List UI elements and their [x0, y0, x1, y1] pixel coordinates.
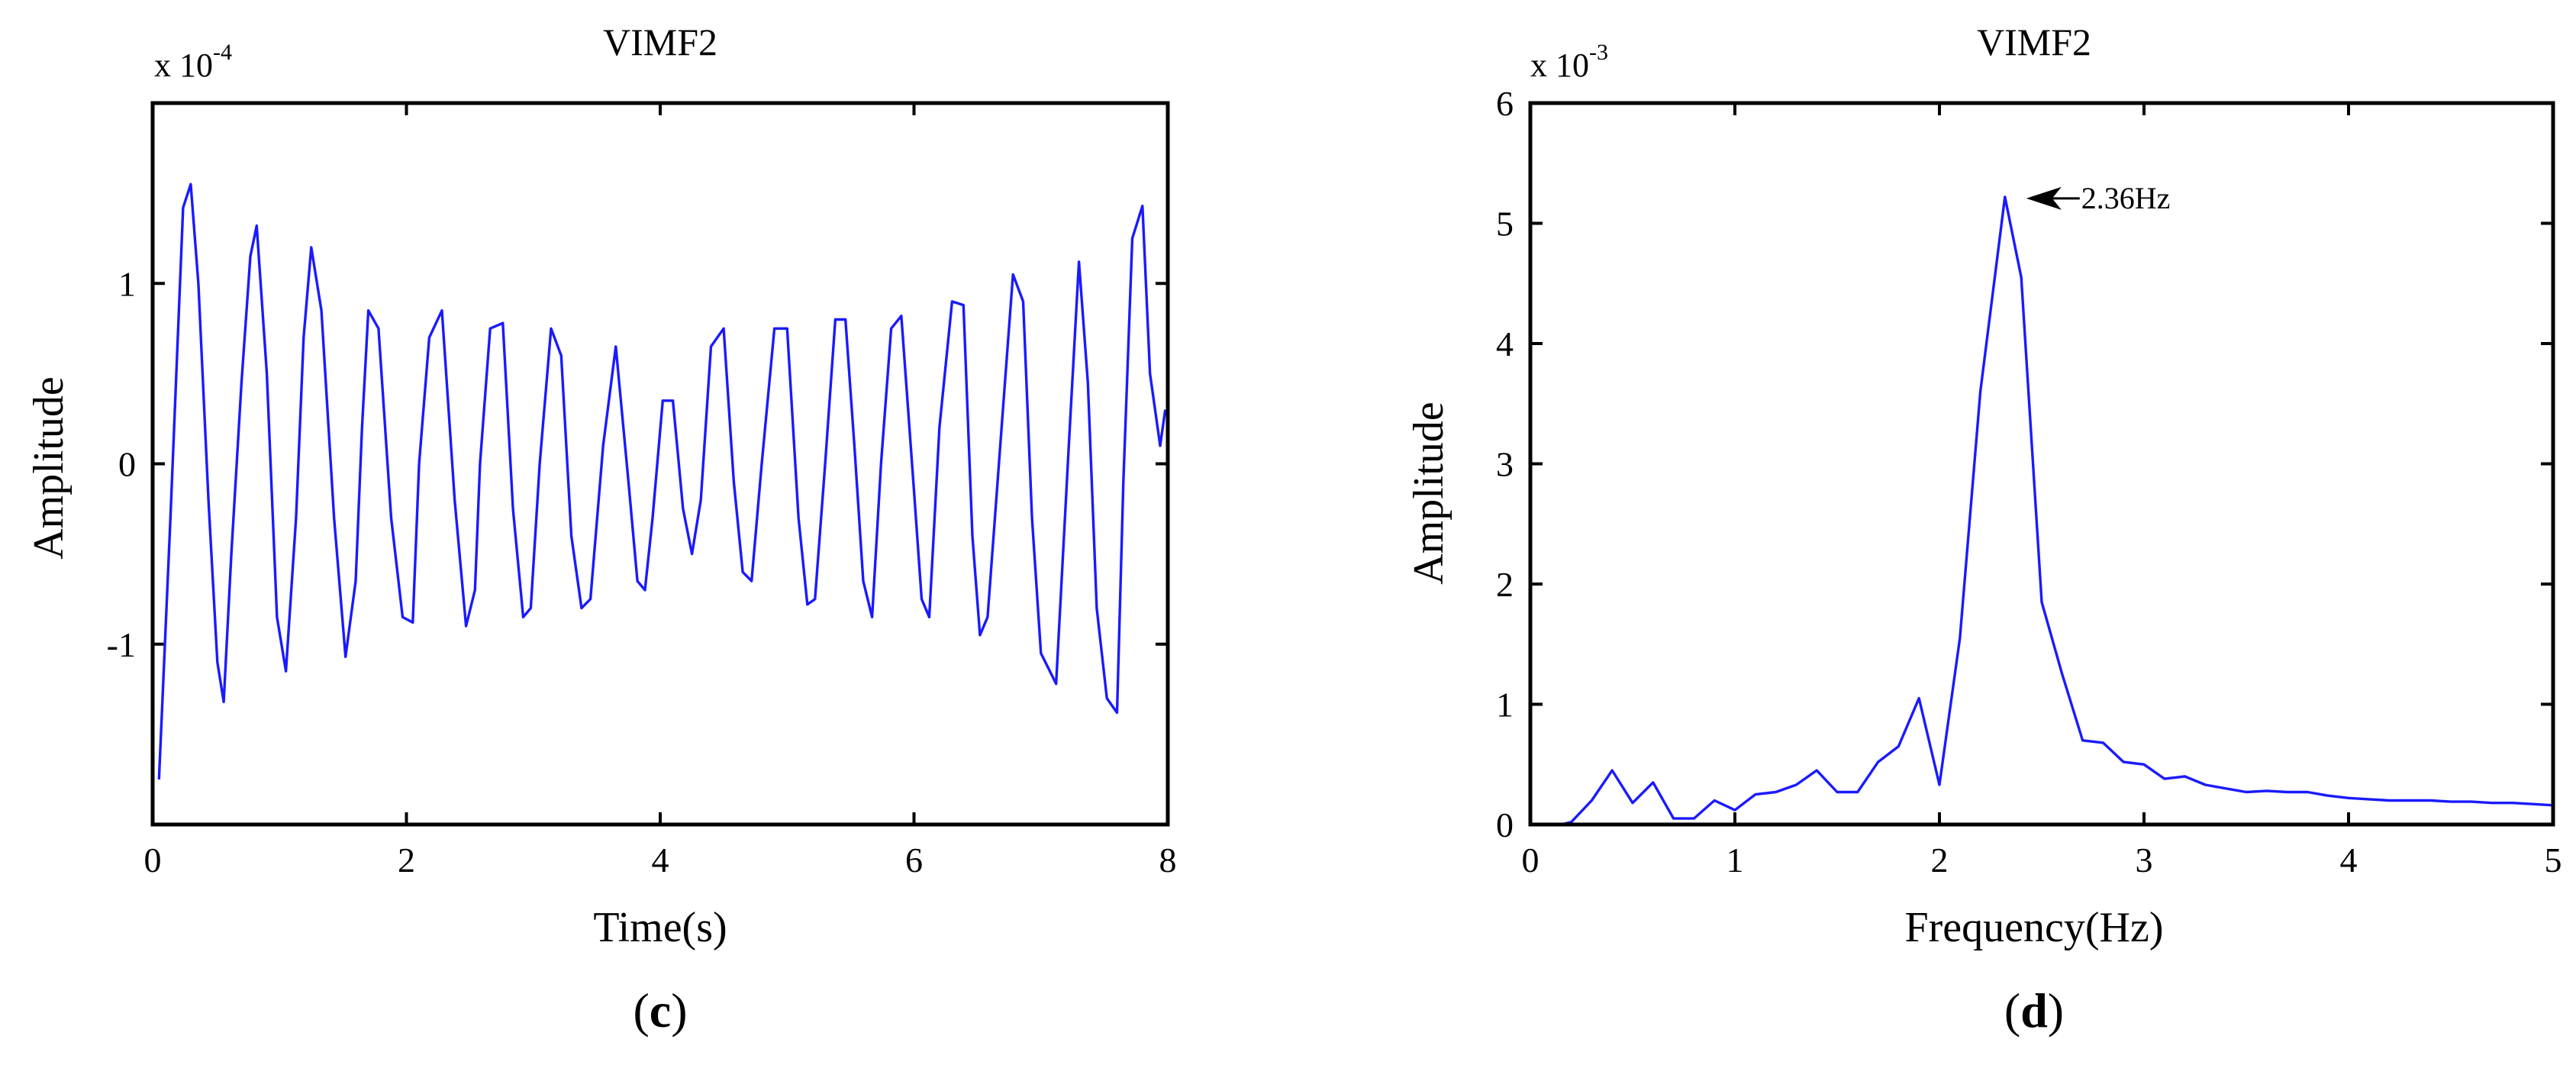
panel-c-series-line: [157, 182, 1167, 779]
y-tick-label: 1: [118, 264, 136, 303]
x-tick-label: 4: [2340, 841, 2358, 879]
panel-c-label-letter: c: [650, 983, 671, 1038]
panel-d-y-exponent: x 10-3: [1530, 40, 1608, 84]
panel-c-y-axis-label: Amplitude: [25, 376, 73, 560]
panel-d-x-axis-label: Frequency(Hz): [1905, 904, 2164, 951]
panel-c-y-exponent-base: x 10: [154, 47, 213, 84]
y-tick-label: 0: [1496, 805, 1514, 844]
panel-c-title: VIMF2: [603, 21, 717, 63]
y-tick-label: 6: [1496, 84, 1514, 123]
x-tick-label: 6: [905, 841, 923, 879]
y-tick-label: 5: [1496, 205, 1514, 244]
panel-d-y-exponent-base: x 10: [1530, 47, 1589, 84]
panel-c-y-exponent: x 10-4: [154, 40, 232, 84]
x-tick-label: 0: [1522, 841, 1539, 879]
series-line-0: [157, 182, 1167, 779]
series-line-0: [1560, 195, 2554, 826]
panel-d-ticks: 0 1 2 3 4 5 0 1 2 3 4 5 6: [1496, 84, 2562, 879]
y-tick-label: 0: [118, 445, 136, 484]
x-tick-label: 3: [2136, 841, 2153, 879]
panel-d-series-line: [1560, 195, 2554, 826]
x-tick-label: 2: [1931, 841, 1949, 879]
annotation-label: 2.36Hz: [2081, 181, 2171, 215]
annotation-arrow-head: [2026, 186, 2062, 210]
y-tick-label: 3: [1496, 445, 1514, 484]
panel-d-label: (d): [2004, 983, 2064, 1038]
y-tick-label: 4: [1496, 324, 1514, 363]
panel-c-ticks: 0 2 4 6 8 -1 0 1: [107, 103, 1177, 879]
y-tick-label: 2: [1496, 565, 1514, 604]
panel-d-chart: VIMF2 x 10-3 0 1 2 3 4 5 0 1 2 3 4 5 6 2.36Hz Freque…: [1405, 21, 2562, 1038]
panel-c-chart: VIMF2 x 10-4 0 2 4 6 8 -1 0 1 Time(s) Amplitude…: [25, 21, 1177, 1038]
panel-c-x-axis-label: Time(s): [593, 904, 727, 951]
panel-c-y-exponent-power: -4: [213, 40, 232, 65]
x-tick-label: 4: [652, 841, 669, 879]
x-tick-label: 8: [1159, 841, 1177, 879]
panel-d-plot-frame: [1528, 101, 2555, 827]
panel-c-plot-frame: [150, 101, 1170, 827]
x-tick-label: 5: [2545, 841, 2562, 879]
y-tick-label: 1: [1496, 686, 1514, 725]
panel-d-y-exponent-power: -3: [1589, 40, 1608, 65]
panel-c-label: (c): [633, 983, 687, 1038]
panel-d-title: VIMF2: [1977, 21, 2091, 63]
x-tick-label: 0: [144, 841, 162, 879]
x-tick-label: 2: [398, 841, 415, 879]
x-tick-label: 1: [1726, 841, 1744, 879]
panel-d-y-axis-label: Amplitude: [1405, 402, 1452, 585]
panel-d-peak-annotation: 2.36Hz: [2026, 181, 2171, 215]
panel-d-label-letter: d: [2020, 983, 2048, 1038]
y-tick-label: -1: [107, 625, 136, 664]
